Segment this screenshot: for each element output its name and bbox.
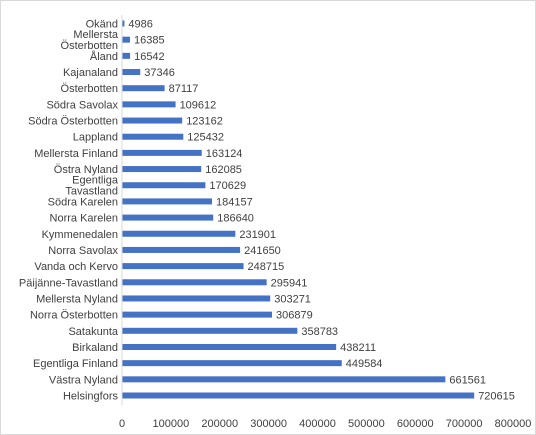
x-tick-label: 300000: [250, 418, 287, 430]
bar: [122, 198, 213, 205]
bar: [122, 360, 342, 367]
bar: [122, 182, 206, 189]
bar: [122, 230, 236, 237]
value-label: 37346: [144, 67, 175, 79]
x-tick-label: 600000: [397, 418, 434, 430]
value-label: 186640: [217, 213, 254, 225]
bar: [122, 311, 272, 318]
bar: [122, 101, 176, 108]
value-label: 125432: [187, 132, 224, 144]
bar: [122, 263, 244, 270]
value-label: 248715: [248, 261, 285, 273]
value-label: 231901: [239, 229, 276, 241]
value-label: 4986: [128, 19, 152, 31]
value-label: 123162: [186, 116, 223, 128]
category-label: Södra Savolax: [46, 99, 118, 111]
category-label: Satakunta: [68, 326, 118, 338]
category-label: Åland: [90, 50, 118, 63]
x-tick-label: 400000: [299, 418, 336, 430]
bar: [122, 214, 214, 221]
category-label: Mellersta Finland: [34, 148, 118, 160]
value-label: 162085: [205, 164, 242, 176]
value-label: 241650: [244, 245, 281, 257]
category-label: Okänd: [86, 19, 118, 31]
bar: [122, 376, 446, 383]
category-label: Helsingfors: [63, 391, 119, 403]
x-tick-label: 700000: [446, 418, 483, 430]
x-tick-label: 800000: [495, 418, 532, 430]
value-label: 306879: [276, 310, 313, 322]
category-label: Norra Karelen: [50, 213, 118, 225]
category-label: Egentliga Finland: [33, 358, 118, 370]
category-label: Kajanaland: [63, 67, 118, 79]
x-tick-label: 100000: [153, 418, 190, 430]
category-label: Päijänne-Tavastland: [19, 277, 118, 289]
value-label: 661561: [449, 374, 486, 386]
value-label: 16385: [134, 35, 165, 47]
value-label: 170629: [209, 180, 246, 192]
bar: [122, 392, 475, 399]
category-label: Kymmenedalen: [42, 229, 118, 241]
value-label: 16542: [134, 51, 165, 63]
value-label: 109612: [180, 99, 217, 111]
value-label: 163124: [206, 148, 243, 160]
value-label: 295941: [271, 277, 308, 289]
value-label: 358783: [301, 326, 338, 338]
bar: [122, 343, 337, 350]
bar: [122, 133, 184, 140]
category-label: Lappland: [73, 132, 118, 144]
x-tick-labels-group: 0 100000 200000 300000 400000 500000 600000 700…: [119, 418, 531, 430]
category-label: Österbotten: [61, 83, 118, 95]
bar: [122, 20, 125, 27]
bar: [122, 52, 131, 59]
bar: [122, 69, 141, 76]
category-label: Mellersta Österbotten: [61, 29, 119, 52]
value-label: 720615: [478, 391, 515, 403]
bar: [122, 295, 271, 302]
value-labels-group: 4986 16385 16542 37346 87117 109612 123162 1254…: [128, 19, 514, 403]
value-label: 438211: [340, 342, 376, 354]
bar: [122, 149, 202, 156]
bar: [122, 246, 241, 253]
category-label: Birkaland: [72, 342, 118, 354]
category-label: Vanda och Kervo: [34, 261, 118, 273]
bar: [122, 85, 165, 92]
value-label: 449584: [346, 358, 383, 370]
category-label: Östra Nyland: [54, 164, 118, 176]
bar: [122, 279, 267, 286]
bar: [122, 166, 202, 173]
category-label: Mellersta Nyland: [36, 293, 118, 305]
bar: [122, 36, 131, 43]
x-tick-label: 200000: [201, 418, 238, 430]
x-tick-label: 500000: [348, 418, 385, 430]
category-label: Västra Nyland: [49, 374, 118, 386]
category-label: Egentliga Tavastland: [65, 175, 118, 198]
category-label: Södra Österbotten: [28, 116, 118, 128]
value-label: 87117: [169, 83, 199, 95]
bar: [122, 327, 298, 334]
bar: [122, 117, 183, 124]
category-label: Norra Österbotten: [30, 310, 118, 322]
value-label: 184157: [216, 196, 253, 208]
x-tick-label: 0: [119, 418, 125, 430]
category-label: Norra Savolax: [48, 245, 118, 257]
value-label: 303271: [274, 293, 311, 305]
bars-group: [122, 20, 475, 399]
category-label: Södra Karelen: [48, 196, 118, 208]
